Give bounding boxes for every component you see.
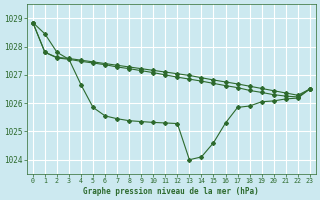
X-axis label: Graphe pression niveau de la mer (hPa): Graphe pression niveau de la mer (hPa) (84, 187, 259, 196)
